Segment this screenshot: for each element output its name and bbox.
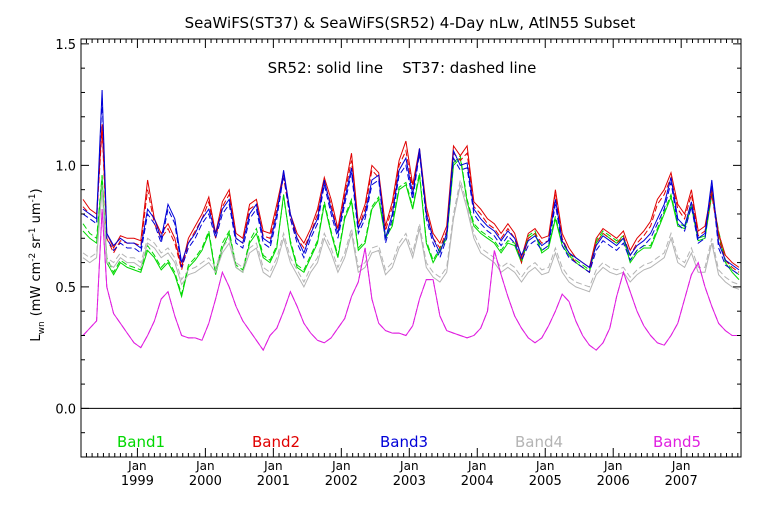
x-tick-year-label: 2000	[189, 474, 222, 489]
y-tick-label: 0.0	[55, 402, 76, 417]
axes-layer: 0.00.51.01.5Jan1999Jan2000Jan2001Jan2002…	[55, 38, 742, 489]
legend-band2: Band2	[252, 433, 300, 451]
svg-text:Lwn(mW cm-2 sr-1 um-1): Lwn(mW cm-2 sr-1 um-1)	[28, 188, 47, 341]
ylabel-close: )	[29, 188, 44, 193]
x-tick-month-label: Jan	[671, 459, 691, 473]
y-axis-label: Lwn(mW cm-2 sr-1 um-1)	[28, 188, 47, 341]
x-tick-year-label: 2002	[325, 474, 358, 489]
line-style-annotation: SR52: solid line ST37: dashed line	[268, 59, 537, 77]
x-tick-month-label: Jan	[331, 459, 351, 473]
ylabel-exp3: -1	[28, 193, 38, 202]
legend-band5: Band5	[653, 433, 701, 451]
x-tick-month-label: Jan	[263, 459, 283, 473]
series-band4-st37-dashed	[82, 179, 740, 288]
x-tick-month-label: Jan	[195, 459, 215, 473]
ylabel-um: um	[29, 202, 44, 227]
x-tick-month-label: Jan	[603, 459, 623, 473]
ylabel-exp2: -1	[28, 228, 38, 237]
series-band2-sr52-solid	[82, 124, 740, 269]
x-tick-year-label: 2006	[597, 474, 630, 489]
x-tick-year-label: 2003	[393, 474, 426, 489]
ylabel-exp1: -2	[28, 253, 38, 262]
legend-band1: Band1	[117, 433, 165, 451]
plot-frame	[80, 38, 742, 458]
y-tick-label: 1.0	[55, 159, 76, 174]
series-band3-sr52-solid	[82, 89, 740, 271]
series-layer	[82, 89, 740, 352]
legend-band4: Band4	[515, 433, 563, 451]
x-tick-month-label: Jan	[535, 459, 555, 473]
ylabel-l: L	[29, 334, 44, 342]
x-tick-month-label: Jan	[399, 459, 419, 473]
x-tick-year-label: 2005	[529, 474, 562, 489]
x-tick-year-label: 2001	[257, 474, 290, 489]
x-tick-year-label: 1999	[121, 474, 154, 489]
legend-band3: Band3	[380, 433, 428, 451]
y-tick-label: 1.5	[55, 38, 76, 53]
x-tick-month-label: Jan	[127, 459, 147, 473]
x-tick-month-label: Jan	[467, 459, 487, 473]
x-tick-year-label: 2007	[665, 474, 698, 489]
y-tick-label: 0.5	[55, 281, 76, 296]
ylabel-sr: sr	[29, 236, 44, 253]
chart-title: SeaWiFS(ST37) & SeaWiFS(SR52) 4-Day nLw,…	[185, 14, 636, 32]
ylabel-unit: (mW cm	[29, 262, 44, 317]
legend: Band1 Band2 Band3 Band4 Band5	[117, 433, 701, 451]
series-band4-sr52-solid	[82, 184, 740, 293]
ylabel-sub: wn	[37, 321, 47, 334]
series-band5-sr52-solid	[82, 209, 739, 352]
x-tick-year-label: 2004	[461, 474, 494, 489]
